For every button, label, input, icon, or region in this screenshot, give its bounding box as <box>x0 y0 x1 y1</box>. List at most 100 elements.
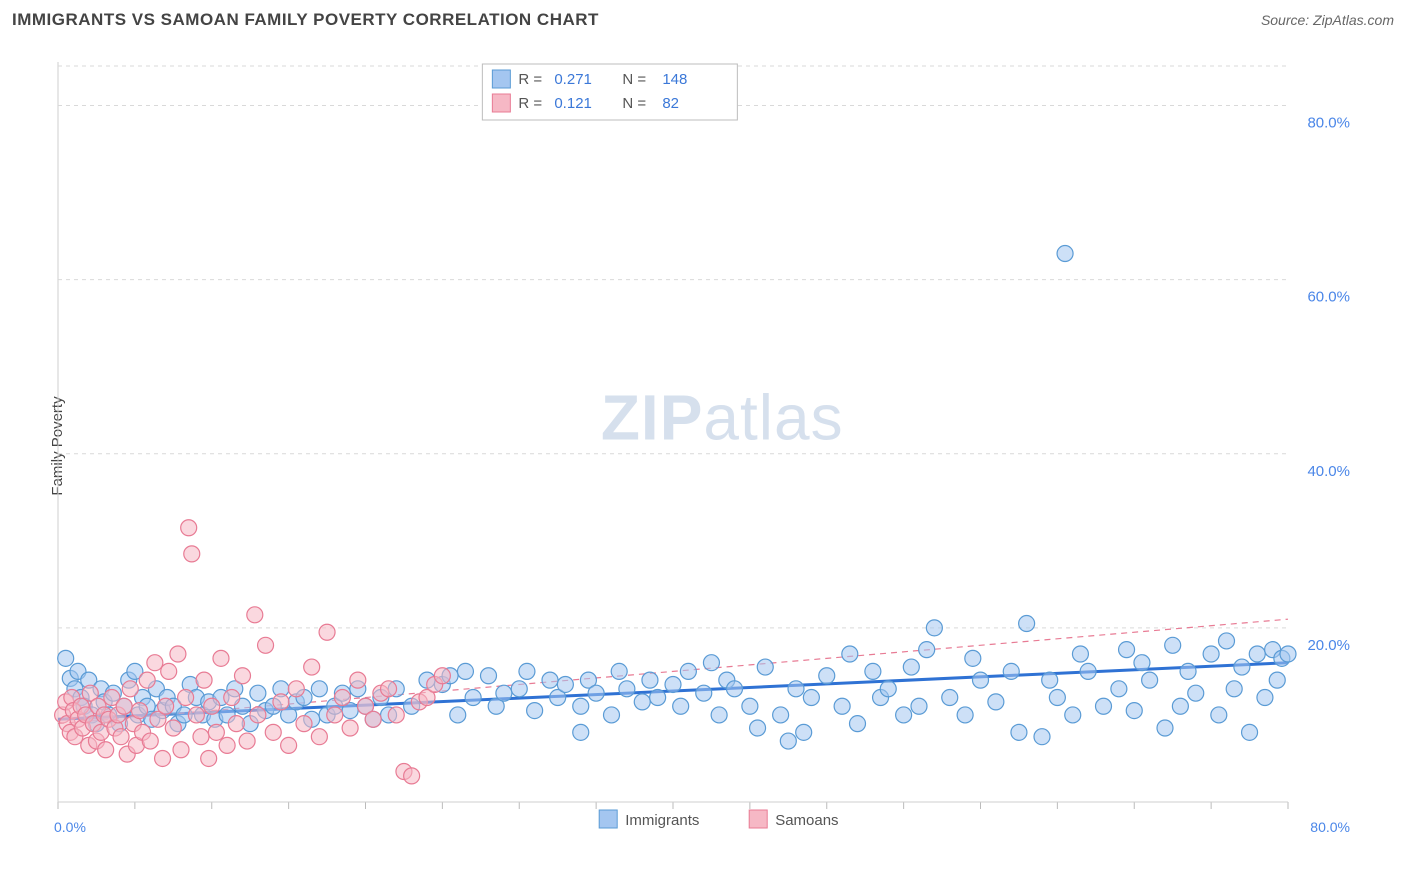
data-point-immigrants <box>1011 724 1027 740</box>
data-point-immigrants <box>911 698 927 714</box>
data-point-samoans <box>404 768 420 784</box>
data-point-immigrants <box>250 685 266 701</box>
data-point-immigrants <box>1188 685 1204 701</box>
data-point-immigrants <box>557 676 573 692</box>
data-point-immigrants <box>680 663 696 679</box>
data-point-samoans <box>334 690 350 706</box>
x-end-label: 80.0% <box>1310 819 1350 835</box>
data-point-immigrants <box>1142 672 1158 688</box>
data-point-samoans <box>304 659 320 675</box>
data-point-immigrants <box>1226 681 1242 697</box>
data-point-immigrants <box>481 668 497 684</box>
data-point-immigrants <box>703 655 719 671</box>
data-point-immigrants <box>1257 690 1273 706</box>
legend-swatch <box>492 94 510 112</box>
data-point-immigrants <box>819 668 835 684</box>
data-point-immigrants <box>1211 707 1227 723</box>
data-point-samoans <box>193 729 209 745</box>
x-origin-label: 0.0% <box>54 819 86 835</box>
data-point-immigrants <box>511 681 527 697</box>
data-point-immigrants <box>1019 616 1035 632</box>
data-point-immigrants <box>903 659 919 675</box>
data-point-immigrants <box>1049 690 1065 706</box>
data-point-immigrants <box>696 685 712 701</box>
scatter-chart: 20.0%40.0%60.0%80.0%ZIPatlas0.0%80.0%Imm… <box>48 52 1358 852</box>
data-point-immigrants <box>834 698 850 714</box>
data-point-samoans <box>204 698 220 714</box>
data-point-immigrants <box>1111 681 1127 697</box>
legend-r-value: 0.121 <box>554 95 592 112</box>
data-point-samoans <box>165 720 181 736</box>
data-point-immigrants <box>665 676 681 692</box>
data-point-samoans <box>155 750 171 766</box>
data-point-samoans <box>219 737 235 753</box>
data-point-immigrants <box>1219 633 1235 649</box>
data-point-immigrants <box>1249 646 1265 662</box>
data-point-immigrants <box>965 650 981 666</box>
data-point-immigrants <box>542 672 558 688</box>
data-point-immigrants <box>1080 663 1096 679</box>
data-point-immigrants <box>650 690 666 706</box>
data-point-samoans <box>170 646 186 662</box>
data-point-samoans <box>273 694 289 710</box>
data-point-immigrants <box>634 694 650 710</box>
data-point-immigrants <box>496 685 512 701</box>
data-point-samoans <box>201 750 217 766</box>
data-point-samoans <box>142 733 158 749</box>
data-point-immigrants <box>1134 655 1150 671</box>
data-point-samoans <box>208 724 224 740</box>
data-point-samoans <box>434 668 450 684</box>
y-tick-label: 80.0% <box>1307 115 1350 132</box>
data-point-immigrants <box>773 707 789 723</box>
data-point-immigrants <box>1269 672 1285 688</box>
data-point-immigrants <box>58 650 74 666</box>
y-tick-label: 40.0% <box>1307 463 1350 480</box>
data-point-immigrants <box>1280 646 1296 662</box>
data-point-immigrants <box>796 724 812 740</box>
data-point-samoans <box>265 724 281 740</box>
data-point-immigrants <box>988 694 1004 710</box>
legend-swatch <box>492 70 510 88</box>
data-point-samoans <box>342 720 358 736</box>
legend-n-label: N = <box>622 71 646 88</box>
data-point-immigrants <box>1180 663 1196 679</box>
data-point-samoans <box>131 703 147 719</box>
data-point-immigrants <box>311 681 327 697</box>
data-point-samoans <box>350 672 366 688</box>
legend-label: Immigrants <box>625 812 699 829</box>
legend-r-label: R = <box>518 71 542 88</box>
data-point-samoans <box>147 655 163 671</box>
data-point-immigrants <box>1165 637 1181 653</box>
data-point-samoans <box>224 690 240 706</box>
data-point-immigrants <box>780 733 796 749</box>
data-point-samoans <box>178 690 194 706</box>
data-point-samoans <box>158 698 174 714</box>
data-point-immigrants <box>527 703 543 719</box>
data-point-immigrants <box>1172 698 1188 714</box>
data-point-samoans <box>122 681 138 697</box>
data-point-immigrants <box>919 642 935 658</box>
data-point-immigrants <box>1042 672 1058 688</box>
data-point-immigrants <box>788 681 804 697</box>
data-point-immigrants <box>803 690 819 706</box>
data-point-immigrants <box>742 698 758 714</box>
data-point-immigrants <box>1157 720 1173 736</box>
legend-label: Samoans <box>775 812 838 829</box>
data-point-immigrants <box>1234 659 1250 675</box>
data-point-immigrants <box>457 663 473 679</box>
data-point-samoans <box>247 607 263 623</box>
data-point-immigrants <box>1065 707 1081 723</box>
data-point-immigrants <box>611 663 627 679</box>
data-point-samoans <box>288 681 304 697</box>
data-point-immigrants <box>465 690 481 706</box>
data-point-immigrants <box>1242 724 1258 740</box>
data-point-immigrants <box>588 685 604 701</box>
data-point-samoans <box>116 698 132 714</box>
data-point-immigrants <box>1003 663 1019 679</box>
data-point-immigrants <box>1119 642 1135 658</box>
data-point-samoans <box>365 711 381 727</box>
data-point-immigrants <box>673 698 689 714</box>
data-point-immigrants <box>865 663 881 679</box>
data-point-immigrants <box>519 663 535 679</box>
data-point-samoans <box>235 668 251 684</box>
